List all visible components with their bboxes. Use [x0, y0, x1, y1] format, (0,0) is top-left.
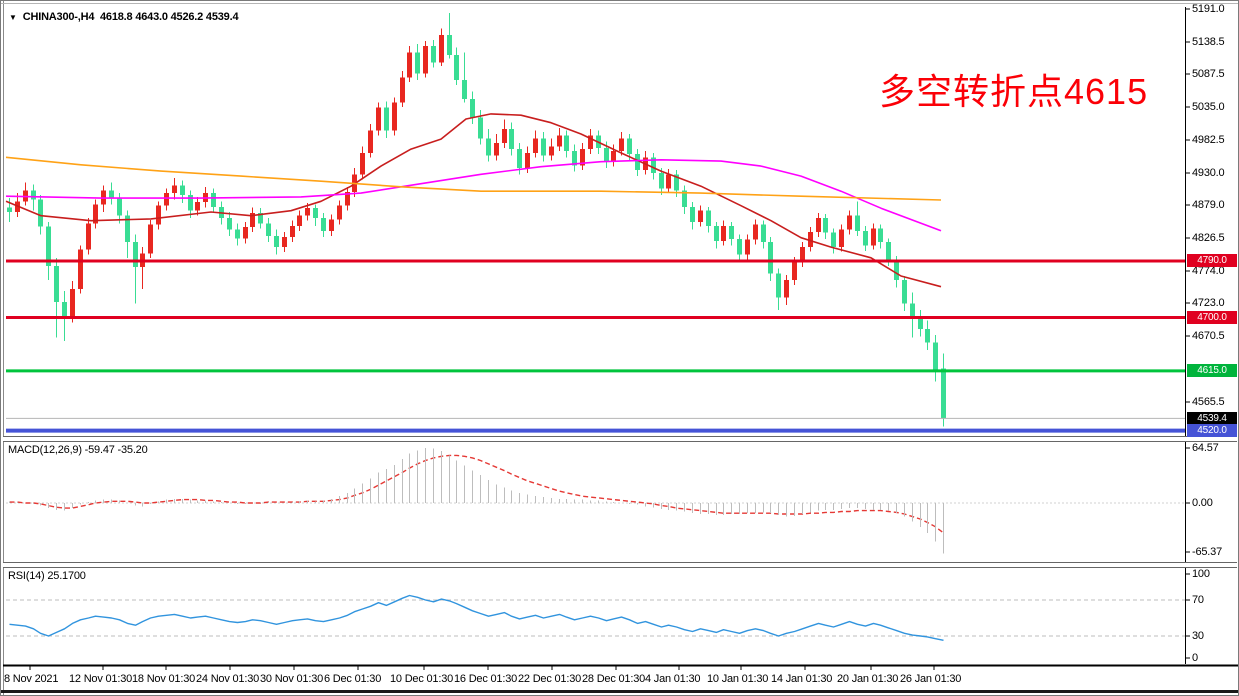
pane-splitter-macd[interactable] [3, 436, 1237, 442]
rsi-axis-label: 70 [1192, 594, 1204, 606]
price-tick-label: 4930.0 [1192, 166, 1225, 179]
symbol-dropdown-icon[interactable]: ▼ [9, 13, 17, 22]
chart-title: ▼ CHINA300-,H4 4618.8 4643.0 4526.2 4539.… [9, 11, 239, 23]
time-label: 24 Nov 01:30 [196, 673, 260, 685]
rsi-pane [6, 594, 1185, 641]
macd-signal-line [9, 454, 944, 534]
price-tick-label: 4723.0 [1192, 297, 1225, 310]
macd-pane [6, 454, 1185, 534]
time-label: 26 Jan 01:30 [900, 673, 962, 685]
time-label: 4 Jan 01:30 [645, 673, 701, 685]
annotation-text: 多空转折点4615 [879, 71, 1149, 112]
window-bottom-border [1, 690, 1238, 693]
time-label: 16 Dec 01:30 [454, 673, 518, 685]
price-badge-4520.0: 4520.0 [1187, 424, 1237, 438]
price-badge-4539.4: 4539.4 [1187, 411, 1237, 425]
window-left-border [3, 1, 4, 695]
candlestick-series [7, 12, 946, 427]
time-label: 30 Nov 01:30 [260, 673, 324, 685]
pane-splitter-rsi[interactable] [3, 562, 1237, 568]
price-tick-label: 4774.0 [1192, 265, 1225, 278]
rsi-indicator-label: RSI(14) 25.1700 [8, 570, 86, 582]
ohlc-values: 4618.8 4643.0 4526.2 4539.4 [100, 11, 239, 23]
time-label: 14 Jan 01:30 [771, 673, 833, 685]
macd-axis-label: -65.37 [1192, 546, 1222, 558]
price-badge-4615.0: 4615.0 [1187, 364, 1237, 378]
ma-magenta-line [5, 159, 942, 232]
ma-red-line [5, 113, 942, 288]
axis-frame [3, 7, 1238, 670]
ma-orange-line [5, 156, 942, 201]
price-tick-label: 5035.0 [1192, 101, 1225, 114]
time-label: 10 Jan 01:30 [707, 673, 769, 685]
rsi-axis-label: 100 [1192, 568, 1210, 580]
price-tick-label: 5087.5 [1192, 68, 1225, 81]
time-label: 8 Nov 2021 [4, 673, 59, 685]
macd-indicator-label: MACD(12,26,9) -59.47 -35.20 [8, 444, 148, 456]
time-label: 28 Dec 01:30 [582, 673, 646, 685]
price-badge-4700.0: 4700.0 [1187, 311, 1237, 324]
macd-axis-label: 64.57 [1192, 442, 1219, 455]
time-label: 12 Nov 01:30 [69, 673, 133, 685]
horizontal-level-lines [6, 259, 1185, 433]
time-label: 18 Nov 01:30 [132, 673, 196, 685]
rsi-line [9, 594, 944, 641]
price-tick-label: 4879.0 [1192, 199, 1225, 212]
rsi-axis-label: 30 [1192, 630, 1204, 642]
time-label: 22 Dec 01:30 [518, 673, 582, 685]
price-tick-label: 4670.5 [1192, 330, 1225, 343]
macd-histogram [9, 447, 944, 554]
price-tick-label: 4982.5 [1192, 134, 1225, 146]
time-label: 6 Dec 01:30 [324, 673, 382, 685]
price-badge-4790.0: 4790.0 [1187, 254, 1237, 268]
price-tick-label: 4565.5 [1192, 396, 1225, 409]
price-tick-label: 5138.5 [1192, 35, 1225, 48]
price-tick-label: 5191.0 [1192, 3, 1225, 15]
time-label: 10 Dec 01:30 [390, 673, 454, 685]
window-top-border [1, 3, 1238, 4]
time-label: 20 Jan 01:30 [837, 673, 899, 685]
rsi-axis-label: 0 [1192, 652, 1198, 664]
price-tick-label: 4826.5 [1192, 232, 1225, 245]
symbol-period-label: CHINA300-,H4 [22, 11, 95, 23]
macd-axis-label: 0.00 [1192, 497, 1213, 509]
